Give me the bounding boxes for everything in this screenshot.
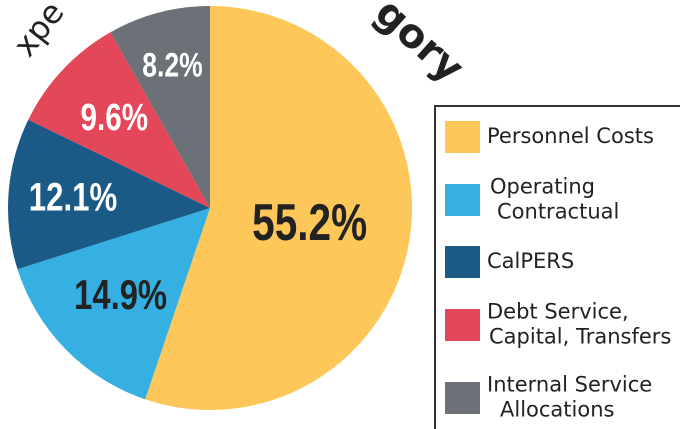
title-fragment: xpe [5,0,71,64]
slice-label: 8.2% [142,46,202,84]
legend-label: Internal Service Allocations [487,373,652,422]
legend-swatch [445,382,480,414]
legend-swatch [445,246,480,278]
legend-label: Operating Contractual [490,175,619,224]
legend-label: CalPERS [487,249,574,273]
pie-slice [145,6,413,411]
pie-slice [28,32,210,208]
title-fragment: gory [366,0,473,92]
pie-slice [7,119,211,270]
legend-label: Personnel Costs [487,124,654,148]
legend-label: Debt Service, Capital, Transfers [487,300,671,349]
slice-label: 14.9% [74,271,167,318]
slice-label: 12.1% [29,175,117,220]
pie-slice [110,6,210,208]
legend-swatch [445,121,480,153]
slice-label: 9.6% [81,97,149,139]
legend-swatch [445,309,480,341]
pie-slice [17,208,211,400]
slice-label: 55.2% [252,193,367,251]
legend-swatch [445,184,480,216]
